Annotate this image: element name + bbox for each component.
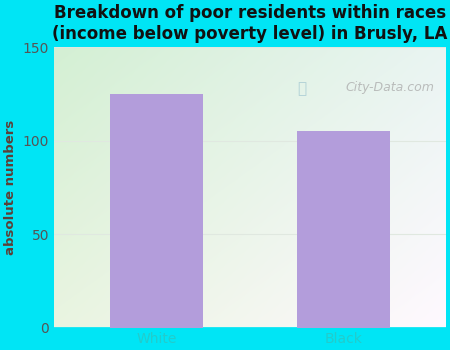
Bar	[297, 131, 390, 328]
Text: ⧗: ⧗	[297, 81, 306, 96]
Title: Breakdown of poor residents within races
(income below poverty level) in Brusly,: Breakdown of poor residents within races…	[52, 4, 448, 43]
Bar	[110, 94, 203, 328]
Y-axis label: absolute numbers: absolute numbers	[4, 120, 17, 255]
Text: City-Data.com: City-Data.com	[345, 81, 434, 94]
